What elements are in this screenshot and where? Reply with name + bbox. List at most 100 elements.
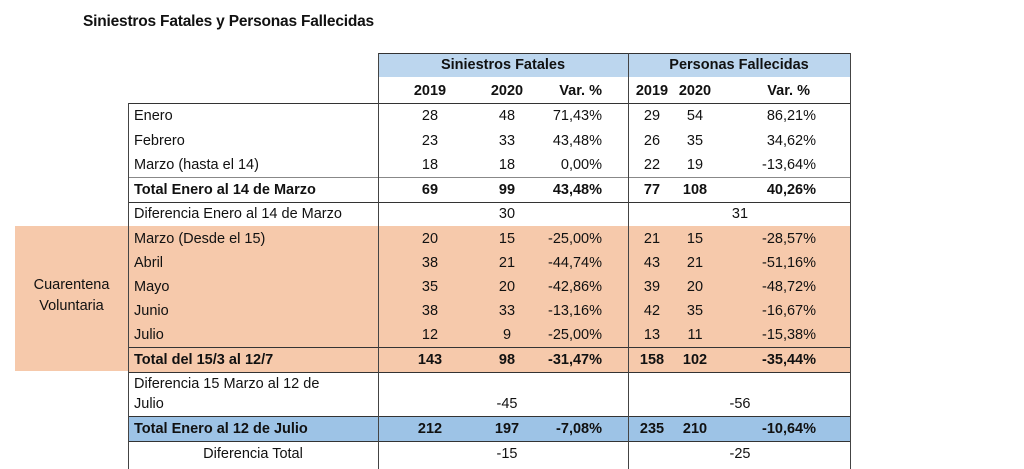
siniestros-2019: 38 (421, 303, 439, 319)
siniestros-2020: 33 (498, 303, 516, 319)
personas-2020: 210 (682, 421, 708, 437)
siniestros-var: 43,48% (552, 133, 602, 149)
siniestros-2019: 35 (421, 279, 439, 295)
row-label: Diferencia Total (203, 446, 303, 462)
siniestros-var: -25,00% (547, 327, 602, 343)
column-header: 2019 (635, 83, 669, 99)
siniestros-2019: 69 (421, 182, 439, 198)
row-divider (128, 372, 850, 373)
row-label: Marzo (Desde el 15) (134, 231, 266, 247)
personas-2020: 108 (682, 182, 708, 198)
difference-value: -25 (729, 446, 751, 462)
personas-2020: 54 (686, 108, 704, 124)
personas-2020: 35 (686, 303, 704, 319)
difference-value: -15 (496, 446, 518, 462)
header-top-border (378, 53, 850, 54)
personas-var: -13,64% (761, 157, 816, 173)
total-row-label: Total Enero al 14 de Marzo (134, 182, 316, 198)
siniestros-2020: 99 (498, 182, 516, 198)
personas-var: -48,72% (761, 279, 816, 295)
personas-var: -28,57% (761, 231, 816, 247)
row-label: Julio (134, 396, 164, 412)
siniestros-var: 43,48% (552, 182, 602, 198)
siniestros-var: 71,43% (552, 108, 602, 124)
row-label: Junio (134, 303, 169, 319)
personas-2019: 158 (639, 352, 665, 368)
personas-2019: 13 (643, 327, 661, 343)
siniestros-2019: 212 (417, 421, 443, 437)
personas-2019: 39 (643, 279, 661, 295)
grand-total-background (128, 416, 850, 441)
siniestros-2019: 23 (421, 133, 439, 149)
siniestros-var: -7,08% (556, 421, 602, 437)
total-row-label: Total del 15/3 al 12/7 (134, 352, 274, 368)
row-label: Abril (134, 255, 164, 271)
column-header: 2020 (678, 83, 712, 99)
total-row-label: Total Enero al 12 de Julio (134, 421, 308, 437)
row-divider (128, 347, 850, 348)
difference-value: -56 (729, 396, 751, 412)
personas-2019: 22 (643, 157, 661, 173)
table-right-border (850, 53, 851, 469)
personas-2020: 19 (686, 157, 704, 173)
personas-var: -10,64% (761, 421, 816, 437)
row-divider (128, 416, 850, 417)
difference-value: 30 (498, 206, 516, 222)
row-label: Diferencia Enero al 14 de Marzo (134, 206, 342, 222)
siniestros-2019: 18 (421, 157, 439, 173)
personas-2019: 26 (643, 133, 661, 149)
group-header-personas: Personas Fallecidas (669, 57, 809, 73)
personas-2020: 20 (686, 279, 704, 295)
personas-2020: 11 (687, 327, 703, 343)
siniestros-2020: 48 (498, 108, 516, 124)
page-title: Siniestros Fatales y Personas Fallecidas (83, 13, 374, 30)
personas-var: 34,62% (766, 133, 816, 149)
personas-2019: 21 (643, 231, 661, 247)
personas-2020: 35 (686, 133, 704, 149)
siniestros-2019: 143 (417, 352, 443, 368)
quarantine-side-block (15, 226, 128, 371)
group-divider (628, 53, 629, 469)
siniestros-2020: 197 (494, 421, 520, 437)
personas-2019: 43 (643, 255, 661, 271)
personas-2020: 102 (682, 352, 708, 368)
row-label: Diferencia 15 Marzo al 12 de (134, 376, 320, 392)
side-label: Cuarentena (33, 277, 110, 293)
siniestros-2020: 21 (498, 255, 516, 271)
difference-value: 31 (731, 206, 749, 222)
personas-var: -35,44% (761, 352, 816, 368)
siniestros-2020: 20 (498, 279, 516, 295)
table-top-border (128, 103, 850, 104)
siniestros-var: -44,74% (547, 255, 602, 271)
row-divider (128, 441, 850, 442)
side-label: Voluntaria (39, 298, 104, 314)
siniestros-var: -31,47% (547, 352, 602, 368)
personas-2019: 29 (643, 108, 661, 124)
row-label: Enero (134, 108, 173, 124)
siniestros-2020: 18 (498, 157, 516, 173)
row-label: Mayo (134, 279, 170, 295)
column-header: Var. % (559, 83, 602, 99)
label-column-border (378, 53, 379, 469)
personas-var: -15,38% (761, 327, 816, 343)
personas-2019: 42 (643, 303, 661, 319)
difference-value: -45 (496, 396, 518, 412)
personas-2020: 15 (686, 231, 704, 247)
personas-2020: 21 (686, 255, 704, 271)
row-divider (128, 202, 850, 203)
row-label: Marzo (hasta el 14) (134, 157, 259, 173)
siniestros-var: 0,00% (560, 157, 602, 173)
siniestros-2019: 20 (421, 231, 439, 247)
siniestros-var: -42,86% (547, 279, 602, 295)
row-divider (128, 177, 850, 178)
siniestros-2020: 98 (498, 352, 516, 368)
column-header: 2019 (413, 83, 447, 99)
siniestros-2020: 9 (502, 327, 512, 343)
personas-var: 86,21% (766, 108, 816, 124)
table-left-border (128, 103, 129, 469)
siniestros-2019: 28 (421, 108, 439, 124)
siniestros-2020: 15 (498, 231, 516, 247)
siniestros-2019: 12 (421, 327, 439, 343)
siniestros-var: -25,00% (547, 231, 602, 247)
row-label: Febrero (134, 133, 185, 149)
